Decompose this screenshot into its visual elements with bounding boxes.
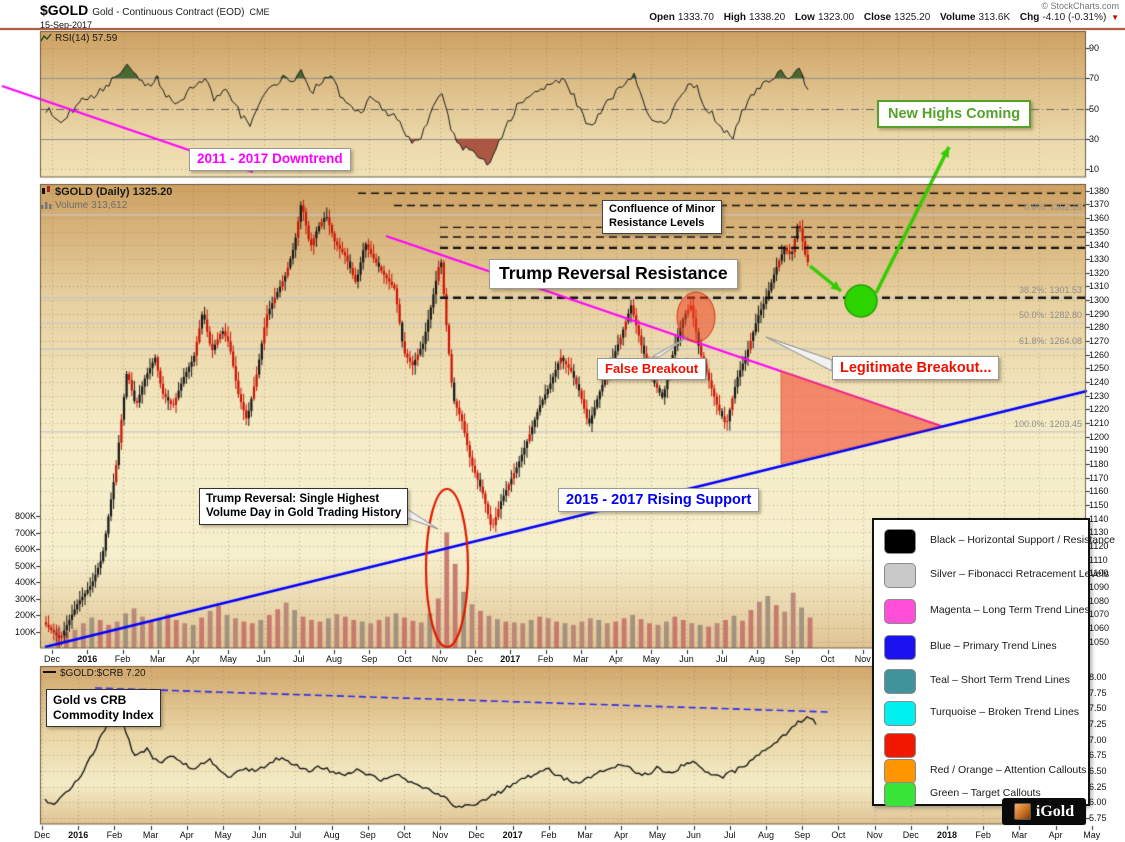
annotation-false-breakout: False Breakout bbox=[597, 358, 707, 381]
legend-label: Turquoise – Broken Trend Lines bbox=[930, 706, 1080, 718]
color-legend: Black – Horizontal Support / Resistance S… bbox=[872, 518, 1115, 807]
volume-icon bbox=[41, 202, 52, 209]
legend-item bbox=[884, 733, 1080, 758]
volume-panel-label: Volume 313,612 bbox=[41, 200, 127, 211]
annotation-trump-reversal-resistance: Trump Reversal Resistance bbox=[489, 259, 738, 289]
legend-swatch bbox=[884, 782, 916, 807]
legend-swatch bbox=[884, 529, 916, 554]
candlestick-icon bbox=[42, 186, 50, 194]
legend-item: Red / Orange – Attention Callouts bbox=[884, 759, 1086, 784]
legend-label: Magenta – Long Term Trend Lines bbox=[930, 604, 1090, 616]
annotation-trump-volume: Trump Reversal: Single Highest Volume Da… bbox=[199, 488, 409, 525]
legend-swatch bbox=[884, 701, 916, 726]
legend-label: Green – Target Callouts bbox=[930, 787, 1041, 799]
legend-label: Red / Orange – Attention Callouts bbox=[930, 764, 1087, 776]
annotation-legitimate-breakout: Legitimate Breakout... bbox=[832, 356, 1000, 381]
line-marker-icon bbox=[43, 671, 56, 673]
volume-label-text: Volume 313,612 bbox=[55, 200, 128, 211]
legend-label: Teal – Short Term Trend Lines bbox=[930, 674, 1070, 686]
igold-logo: iGold bbox=[1002, 798, 1086, 825]
legend-label: Silver – Fibonacci Retracement Levels bbox=[930, 568, 1110, 580]
annotation-confluence: Confluence of Minor Resistance Levels bbox=[602, 200, 723, 234]
igold-logo-text: iGold bbox=[1035, 802, 1075, 820]
legend-label: Blue – Primary Trend Lines bbox=[930, 640, 1057, 652]
legend-label: Black – Horizontal Support / Resistance bbox=[930, 534, 1116, 546]
legend-swatch bbox=[884, 599, 916, 624]
price-panel-label: $GOLD (Daily) 1325.20 bbox=[41, 186, 172, 198]
crb-panel-label: $GOLD:$CRB 7.20 bbox=[43, 668, 146, 679]
legend-item: Black – Horizontal Support / Resistance bbox=[884, 529, 1115, 554]
legend-swatch bbox=[884, 635, 916, 660]
crb-label-text: $GOLD:$CRB 7.20 bbox=[60, 668, 146, 679]
annotation-downtrend: 2011 - 2017 Downtrend bbox=[189, 148, 351, 171]
annotation-gold-vs-crb: Gold vs CRB Commodity Index bbox=[46, 689, 161, 727]
legend-item: Green – Target Callouts bbox=[884, 782, 1080, 807]
legend-swatch bbox=[884, 733, 916, 758]
legend-swatch bbox=[884, 759, 916, 784]
legend-swatch bbox=[884, 669, 916, 694]
rsi-label-text: RSI(14) 57.59 bbox=[55, 33, 118, 44]
indicator-icon bbox=[40, 33, 52, 42]
legend-item: Magenta – Long Term Trend Lines bbox=[884, 599, 1090, 624]
annotation-rising-support: 2015 - 2017 Rising Support bbox=[558, 488, 760, 513]
igold-logo-icon bbox=[1013, 803, 1031, 820]
rsi-panel-label: RSI(14) 57.59 bbox=[40, 33, 118, 44]
legend-item: Blue – Primary Trend Lines bbox=[884, 635, 1080, 660]
annotation-new-highs: New Highs Coming bbox=[877, 100, 1032, 129]
gold-label-text: $GOLD (Daily) 1325.20 bbox=[55, 186, 173, 198]
legend-item: Silver – Fibonacci Retracement Levels bbox=[884, 563, 1109, 588]
legend-item: Turquoise – Broken Trend Lines bbox=[884, 701, 1080, 726]
legend-item: Teal – Short Term Trend Lines bbox=[884, 669, 1080, 694]
legend-swatch bbox=[884, 563, 916, 588]
